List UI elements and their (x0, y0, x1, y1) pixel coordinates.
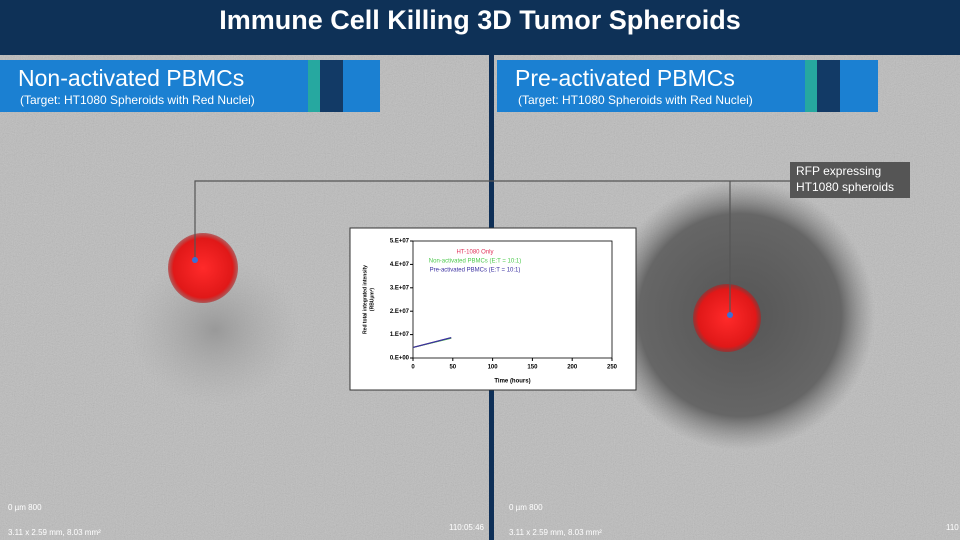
title: Immune Cell Killing 3D Tumor Spheroids (219, 5, 741, 35)
y-axis-label: (RBUµm²) (369, 288, 375, 311)
y-tick-label: 0.E+00 (390, 356, 410, 362)
stripe (817, 60, 840, 112)
label-box (0, 60, 308, 112)
stripe (308, 60, 320, 112)
y-tick-label: 4.E+07 (390, 262, 410, 268)
stripe (320, 60, 343, 112)
timestamp: 110:05:46 (449, 523, 485, 532)
legend-entry: Pre-activated PBMCs (E:T = 10:1) (430, 268, 521, 274)
stripe (343, 60, 380, 112)
x-tick-label: 0 (411, 365, 415, 371)
series-line (412, 337, 452, 349)
legend-entry: Non-activated PBMCs (E:T = 10:1) (429, 259, 521, 265)
y-tick-label: 5.E+07 (390, 239, 410, 245)
y-tick-label: 1.E+07 (390, 332, 410, 338)
y-tick-label: 2.E+07 (390, 309, 410, 315)
dimensions: 3.11 x 2.59 mm, 8.03 mm² (509, 528, 602, 537)
legend-entry: HT-1080 Only (456, 250, 493, 256)
callout-text: HT1080 spheroids (796, 180, 894, 194)
timestamp: 110 (946, 523, 959, 532)
x-tick-label: 150 (527, 365, 538, 371)
callout-line (194, 180, 790, 260)
x-axis-label: Time (hours) (494, 379, 530, 385)
panel-subtitle: (Target: HT1080 Spheroids with Red Nucle… (518, 93, 753, 107)
panel-label: Pre-activated PBMCs (Target: HT1080 Sphe… (497, 60, 878, 112)
inset-chart (349, 227, 637, 391)
x-tick-label: 250 (607, 365, 618, 371)
callout-box (790, 162, 910, 198)
y-axis-label: Red total integrated intensity (362, 265, 368, 334)
pointer-dot (727, 312, 733, 318)
y-tick-label: 3.E+07 (390, 285, 410, 291)
panel-subtitle: (Target: HT1080 Spheroids with Red Nucle… (20, 93, 255, 107)
panel-label: Non-activated PBMCs (Target: HT1080 Sphe… (0, 60, 380, 112)
plot-area (412, 240, 613, 359)
callout-text: RFP expressing (796, 164, 881, 178)
dimensions: 3.11 x 2.59 mm, 8.03 mm² (8, 528, 101, 537)
footer: 0 µm 800 3.11 x 2.59 mm, 8.03 mm² 110:05… (8, 503, 959, 537)
panel-title: Non-activated PBMCs (18, 65, 244, 91)
label-box (497, 60, 805, 112)
scale-label: 0 µm 800 (8, 503, 42, 512)
title-bar (0, 0, 960, 55)
spheroid (168, 233, 238, 303)
cell-cloud (130, 255, 300, 405)
panel-title: Pre-activated PBMCs (515, 65, 735, 91)
pointer-dot (192, 257, 198, 263)
x-tick-label: 50 (449, 365, 456, 371)
scale-label: 0 µm 800 (509, 503, 543, 512)
x-tick-label: 200 (567, 365, 578, 371)
stripe (840, 60, 878, 112)
chart: 0.E+00 1.E+07 2.E+07 3.E+07 4.E+07 5.E+07 0 50 1… (362, 239, 617, 385)
callout-lines (194, 180, 790, 315)
stripe (805, 60, 817, 112)
spheroid (693, 284, 761, 352)
x-tick-label: 100 (488, 365, 499, 371)
